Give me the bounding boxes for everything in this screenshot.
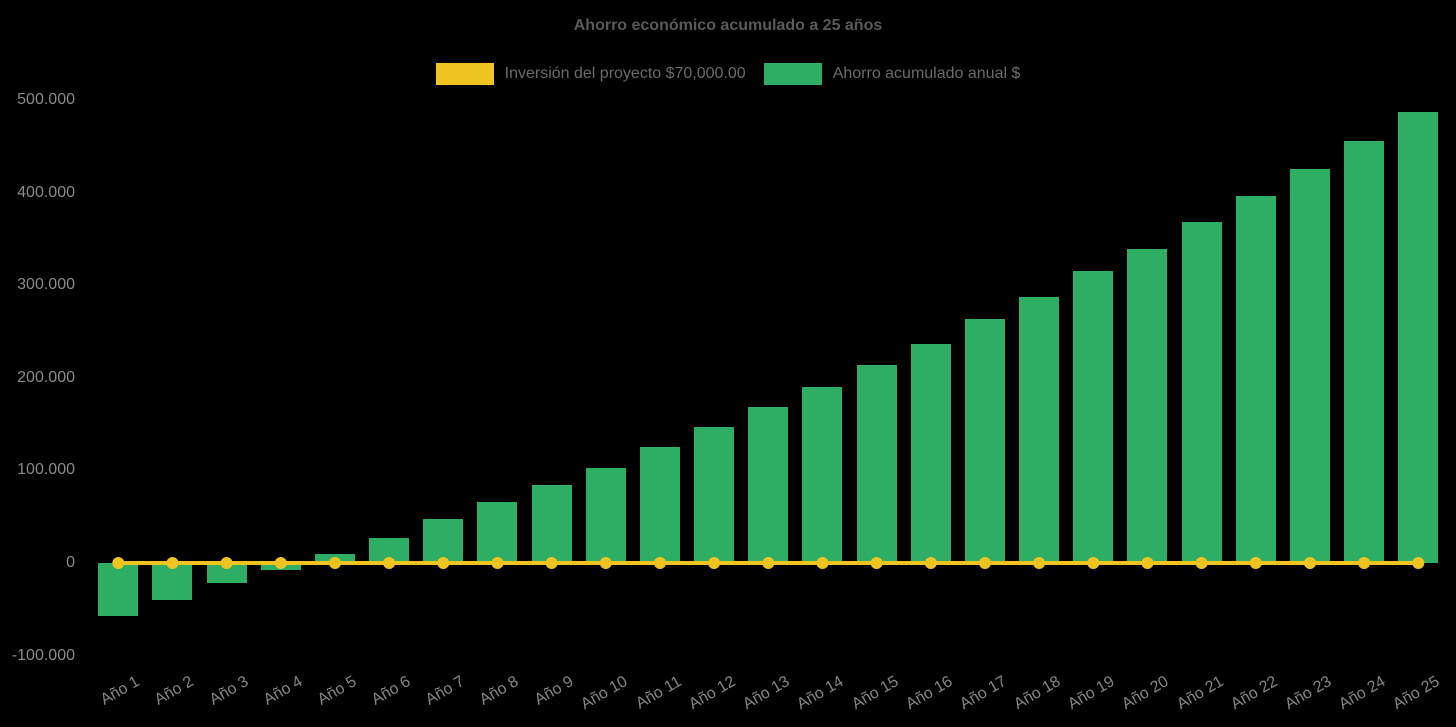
savings-bar	[423, 519, 464, 563]
savings-bar	[639, 447, 680, 563]
savings-bar	[260, 563, 301, 570]
legend-swatch-savings-icon	[763, 63, 822, 85]
savings-bar	[856, 365, 897, 563]
savings-bar	[964, 319, 1005, 563]
chart-title: Ahorro económico acumulado a 25 años	[573, 17, 883, 34]
savings-bar	[206, 563, 247, 583]
savings-bar	[98, 563, 139, 616]
savings-bar	[1127, 249, 1168, 563]
savings-bar	[585, 467, 626, 563]
savings-bar	[748, 407, 789, 563]
y-axis-tick-label: 400.000	[17, 183, 75, 201]
savings-bar	[1073, 271, 1114, 563]
y-axis-tick-label: 0	[66, 554, 75, 571]
savings-bar	[694, 426, 735, 563]
chart-legend: Inversión del proyecto $70,000.00 Ahorro…	[0, 63, 1456, 85]
savings-bar	[1398, 112, 1439, 563]
savings-bar	[802, 386, 843, 563]
y-axis-tick-label: 500.000	[17, 91, 75, 108]
savings-bar	[910, 343, 951, 563]
savings-bar	[531, 484, 572, 563]
legend-item-investment[interactable]: Inversión del proyecto $70,000.00	[435, 63, 746, 85]
legend-swatch-investment-icon	[435, 63, 494, 85]
savings-bar	[477, 501, 518, 563]
savings-bar	[1019, 297, 1060, 563]
legend-label-investment: Inversión del proyecto $70,000.00	[504, 65, 746, 82]
savings-bar	[1181, 222, 1222, 563]
legend-label-savings: Ahorro acumulado anual $	[832, 65, 1021, 82]
y-axis-tick-label: -100.000	[11, 646, 75, 664]
legend-item-savings[interactable]: Ahorro acumulado anual $	[763, 63, 1021, 85]
savings-bar	[152, 563, 193, 600]
savings-bar	[314, 553, 355, 563]
savings-bar	[1235, 196, 1276, 563]
y-axis-tick-label: 100.000	[17, 461, 75, 479]
y-axis-tick-label: 200.000	[17, 368, 75, 386]
savings-bar	[1344, 140, 1385, 563]
savings-bar	[1289, 169, 1330, 563]
y-axis-tick-label: 300.000	[17, 276, 75, 294]
savings-bar	[369, 537, 410, 563]
